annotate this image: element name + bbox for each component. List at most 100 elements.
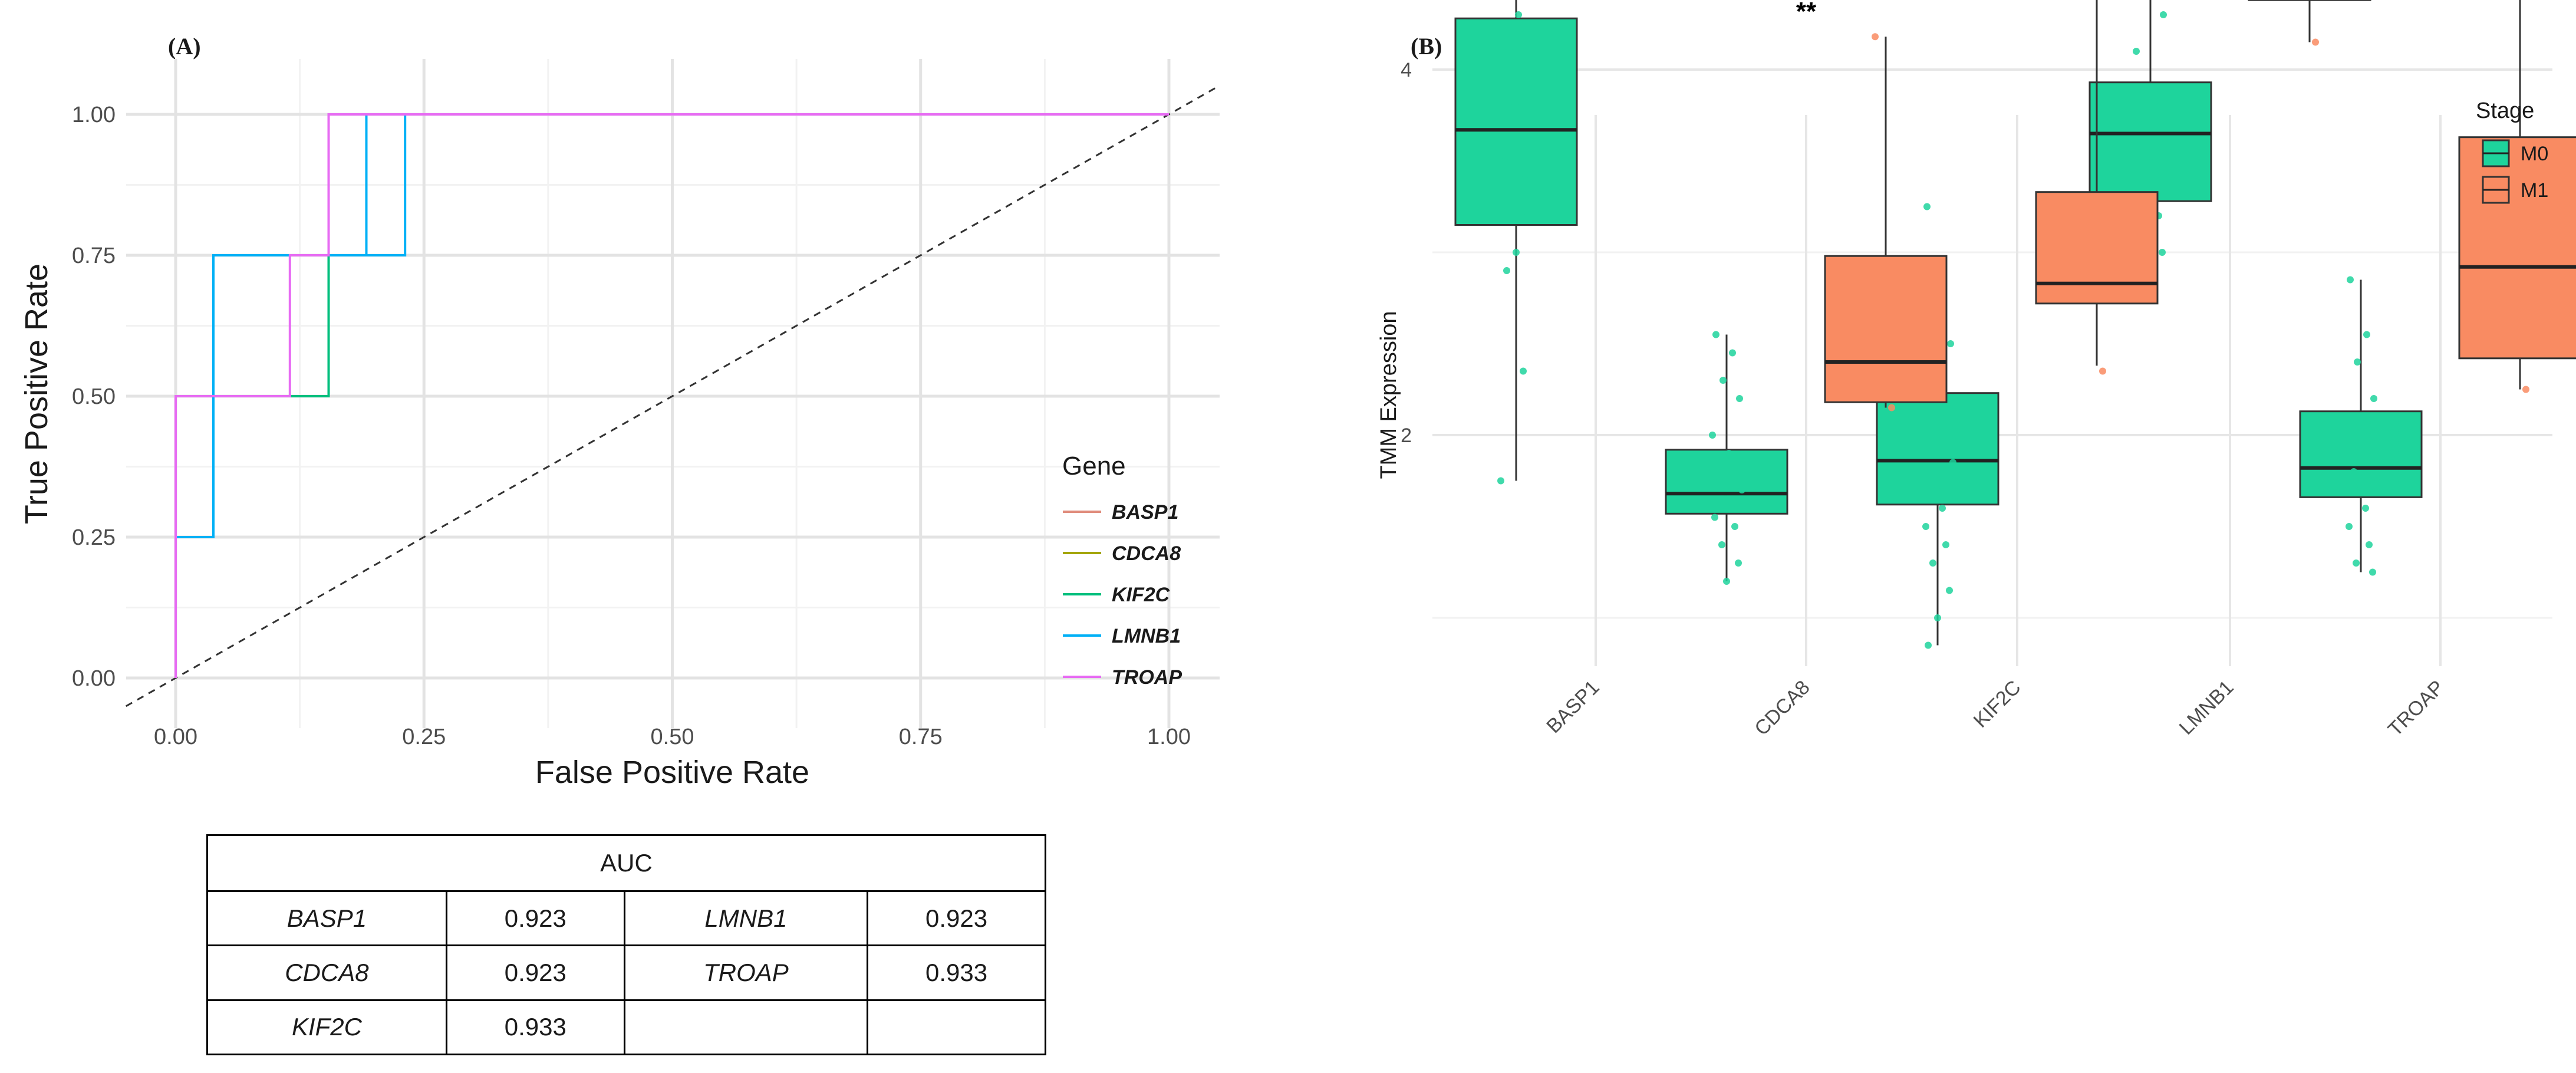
data-point [2162, 139, 2169, 146]
data-point [1524, 212, 1531, 219]
data-point [2160, 11, 2167, 18]
table-row: CDCA8 0.923 TROAP 0.933 [206, 944, 1046, 1001]
auc-gene-cell: BASP1 [206, 890, 447, 947]
data-point [2354, 358, 2361, 366]
data-point [2149, 84, 2156, 91]
data-point [1503, 267, 1510, 274]
legend-label: BASP1 [1112, 501, 1178, 524]
y-tick-label: 2 [1401, 424, 1412, 447]
data-point [2099, 367, 2106, 375]
data-point [1722, 495, 1729, 503]
data-point [1731, 523, 1738, 530]
legend-label: LMNB1 [1112, 625, 1181, 647]
data-point [1506, 48, 1513, 55]
legend-title: Stage [2476, 98, 2534, 123]
data-point [1511, 103, 1518, 110]
data-point [2522, 386, 2529, 393]
auc-gene-cell: CDCA8 [206, 944, 447, 1001]
data-point [2312, 38, 2319, 46]
box-m0-basp1 [1454, 17, 1578, 226]
data-point [2367, 450, 2374, 457]
data-point [1718, 541, 1725, 548]
auc-value-cell: 0.923 [445, 944, 625, 1001]
data-point [1729, 349, 1736, 357]
data-point [1711, 514, 1718, 521]
panel-a-label: (A) [168, 33, 201, 60]
data-point [1947, 340, 1954, 347]
y-tick-label: 4 [1401, 59, 1412, 81]
auc-value-cell [867, 999, 1046, 1056]
y-tick-label: 0.00 [72, 666, 116, 691]
y-tick-label: 0.50 [72, 384, 116, 409]
data-point [1929, 559, 1936, 567]
x-tick-label: 0.00 [154, 725, 197, 749]
box-m0-kif2c [1876, 392, 1999, 506]
data-point [2347, 276, 2354, 284]
data-point [2159, 249, 2166, 256]
x-axis-title: False Positive Rate [535, 755, 809, 790]
data-point [2350, 468, 2357, 475]
data-point [1725, 450, 1732, 457]
data-point [1738, 486, 1745, 493]
data-point [2356, 486, 2363, 493]
box-m1-kif2c [2035, 191, 2159, 305]
data-point [1709, 432, 1716, 439]
diagonal-reference-line [126, 85, 1219, 707]
data-point [1934, 614, 1941, 621]
box-m1-cdca8 [1824, 255, 1948, 403]
data-point [1925, 641, 1932, 649]
data-point [2133, 48, 2140, 55]
data-point [1497, 477, 1504, 485]
legend-label: M1 [2521, 179, 2548, 202]
data-point [1521, 176, 1528, 183]
auc-table-header: AUC [206, 834, 1046, 892]
data-point [2343, 413, 2350, 420]
auc-gene-cell: LMNB1 [623, 890, 869, 947]
data-point [2360, 432, 2367, 439]
y-tick-label: 0.75 [72, 243, 116, 268]
data-point [1716, 477, 1723, 485]
legend-label: TROAP [1112, 666, 1182, 689]
auc-value-cell: 0.933 [445, 999, 625, 1056]
data-point [2363, 331, 2370, 338]
x-tick-label: 1.00 [1147, 725, 1191, 749]
data-point [1949, 459, 1956, 466]
auc-table: AUC BASP1 0.923 LMNB1 0.923 CDCA8 0.923 … [206, 834, 1046, 1056]
y-tick-label: 0.25 [72, 525, 116, 550]
data-point [1943, 413, 1951, 420]
x-tick-label: 0.25 [402, 725, 446, 749]
data-point [2373, 477, 2380, 485]
data-point [2146, 157, 2153, 164]
data-point [1723, 578, 1730, 585]
auc-gene-cell: KIF2C [206, 999, 447, 1056]
auc-value-cell: 0.923 [867, 890, 1046, 947]
roc-line-troap [174, 113, 1169, 678]
data-point [1922, 523, 1929, 530]
data-point [2140, 121, 2147, 128]
table-row: KIF2C 0.933 [206, 999, 1046, 1056]
roc-chart: 0.00 0.25 0.50 0.75 1.00 0.00 0.25 0.50 0.75 1.00… [19, 59, 1220, 790]
significance-marker: ** [1796, 0, 1817, 26]
data-point [2353, 559, 2360, 567]
data-point [1735, 559, 1742, 567]
data-point [2370, 395, 2377, 402]
y-tick-label: 1.00 [72, 103, 116, 127]
x-tick-label: 0.50 [651, 725, 694, 749]
box-m0-troap [2299, 410, 2423, 498]
table-row: BASP1 0.923 LMNB1 0.923 [206, 890, 1046, 947]
panel-b-label: (B) [1411, 33, 1442, 60]
roc-line-lmnb1 [174, 113, 1169, 678]
data-point [1736, 395, 1743, 402]
data-point [2346, 523, 2353, 530]
legend-label: KIF2C [1112, 584, 1170, 606]
data-point [1923, 203, 1931, 210]
data-point [1888, 404, 1895, 412]
tmm-boxplot-chart: 246TMM Expression**********BASP1CDCA8KIF… [1376, 0, 2576, 740]
x-tick-label: KIF2C [1969, 676, 2025, 732]
y-axis-title: True Positive Rate [19, 264, 54, 524]
data-point [1508, 194, 1515, 201]
legend-label: CDCA8 [1112, 542, 1181, 565]
data-point [2362, 505, 2369, 512]
box-m1-troap [2458, 136, 2576, 360]
data-point [1712, 331, 1719, 338]
